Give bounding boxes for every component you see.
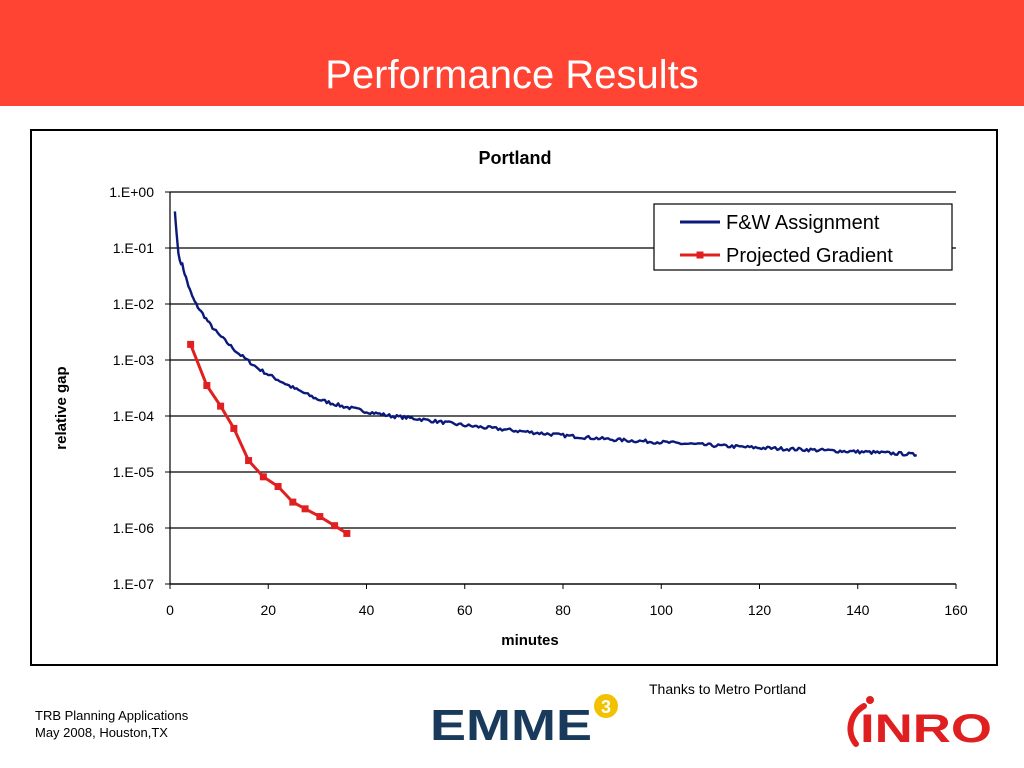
legend-marker [696,251,704,259]
title-bar: Performance Results [0,0,1024,106]
y-tick-label: 1.E-05 [113,464,154,480]
footer: TRB Planning Applications May 2008, Hous… [35,707,188,741]
legend-label: F&W Assignment [726,212,880,234]
data-point [274,483,282,491]
inro-swoosh-icon [847,703,867,747]
inro-dot-icon [866,696,874,704]
legend: F&W Assignment Projected Gradient [653,203,953,271]
y-tick-label: 1.E-07 [113,576,154,592]
y-tick-label: 1.E-03 [113,352,154,368]
x-tick-label: 80 [555,602,571,618]
footer-line-2: May 2008, Houston,TX [35,725,168,740]
inro-logo: INRO [847,696,992,751]
series-layer [173,211,918,537]
inro-logo-text: INRO [860,707,992,751]
data-point [316,513,324,521]
y-tick-label: 1.E-04 [113,408,154,424]
x-tick-label: 160 [944,602,968,618]
x-tick-label: 120 [748,602,772,618]
data-point [187,340,195,348]
y-tick-label: 1.E-06 [113,520,154,536]
y-tick-label: 1.E+00 [109,184,154,200]
data-point [259,473,267,481]
x-tick-label: 0 [166,602,174,618]
data-point [217,402,225,410]
data-point [331,522,339,530]
emme-logo-text: EMME [430,701,592,750]
axes [169,192,957,589]
data-point [301,505,309,513]
gridlines [165,191,956,585]
legend-label: Projected Gradient [726,245,893,267]
x-tick-label: 100 [650,602,674,618]
slide-title: Performance Results [325,53,699,97]
data-point [343,529,351,537]
x-axis-label: minutes [501,632,559,649]
chart-title: Portland [478,148,551,168]
y-tick-label: 1.E-02 [113,296,154,312]
data-point [203,382,211,390]
emme-logo-badge [594,694,618,718]
chart: Portland 1.E+001.E-011.E-021.E-031.E-041… [53,148,968,649]
x-tick-label: 140 [846,602,870,618]
data-point [245,457,253,465]
data-point [230,424,238,432]
y-tick-label: 1.E-01 [113,240,154,256]
footer-line-1: TRB Planning Applications [35,708,189,723]
legend-box [653,203,953,271]
x-tick-label: 40 [359,602,375,618]
series-line [173,211,918,457]
data-point [289,498,297,506]
y-tick-labels: 1.E+00 1.E-01 1.E-02 1.E-03 1.E-04 1.E-05 1.E-… [109,184,154,592]
x-tick-labels: 0 20 40 60 80 100 120 140 160 [166,602,968,618]
y-axis-label: relative gap [53,366,70,449]
credit-text: Thanks to Metro Portland [649,681,807,697]
x-tick-label: 20 [260,602,276,618]
emme-logo: EMME 3 [430,694,618,750]
x-tick-label: 60 [457,602,473,618]
series-line [189,343,348,535]
emme-logo-superscript: 3 [601,697,611,717]
